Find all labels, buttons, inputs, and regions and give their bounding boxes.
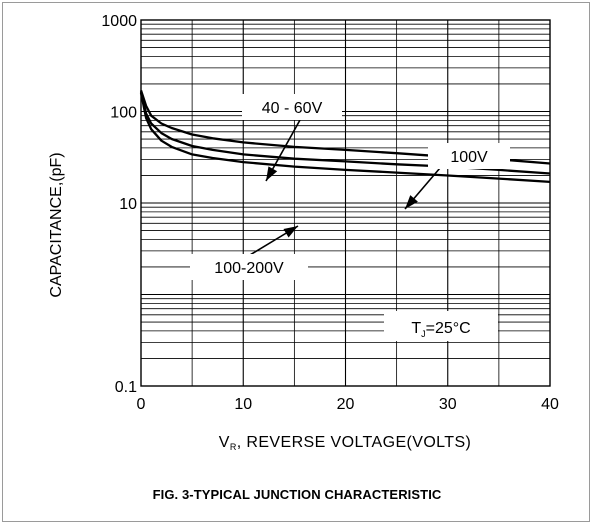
callout-label-100v: 100V <box>450 149 488 166</box>
callout-label-40-60v: 40 - 60V <box>262 100 323 117</box>
temperature-label: TJ=25°C <box>411 320 470 339</box>
x-tick-label: 40 <box>541 396 559 413</box>
x-tick-label: 30 <box>439 396 457 413</box>
x-axis-label: VR, REVERSE VOLTAGE(VOLTS) <box>219 434 472 452</box>
callout-labels: 40 - 60V 100V 100-200V TJ=25°C <box>190 94 510 341</box>
x-axis-label-rest: , REVERSE VOLTAGE(VOLTS) <box>237 434 472 451</box>
y-axis-label: CAPACITANCE,(pF) <box>48 152 65 297</box>
callout-background <box>384 311 498 341</box>
x-tick-label: 10 <box>234 396 252 413</box>
x-axis-label-sub: R <box>230 442 237 452</box>
grid <box>141 20 550 386</box>
figure-caption: FIG. 3-TYPICAL JUNCTION CHARACTERISTIC <box>152 487 442 502</box>
x-tick-labels: 0 10 20 30 40 <box>137 396 559 413</box>
callout-arrow-head <box>405 195 418 209</box>
callout-arrow-head <box>266 166 278 181</box>
y-tick-label: 10 <box>119 196 137 213</box>
callout-label-100-200v: 100-200V <box>214 260 284 277</box>
x-tick-label: 0 <box>137 396 146 413</box>
plot-border <box>140 19 551 387</box>
callout-background <box>428 143 510 169</box>
y-tick-label: 1000 <box>101 13 137 30</box>
y-tick-label: 100 <box>110 105 137 122</box>
x-tick-label: 20 <box>337 396 355 413</box>
x-axis-label-main: V <box>219 434 230 451</box>
y-tick-label: 0.1 <box>115 379 137 396</box>
callout-background <box>190 254 308 280</box>
series-line <box>139 92 551 184</box>
y-tick-labels: 0.1 10 100 1000 <box>101 13 137 396</box>
callout-arrow-head <box>283 226 298 238</box>
callout-arrows <box>239 119 441 262</box>
callout-background <box>242 94 342 120</box>
